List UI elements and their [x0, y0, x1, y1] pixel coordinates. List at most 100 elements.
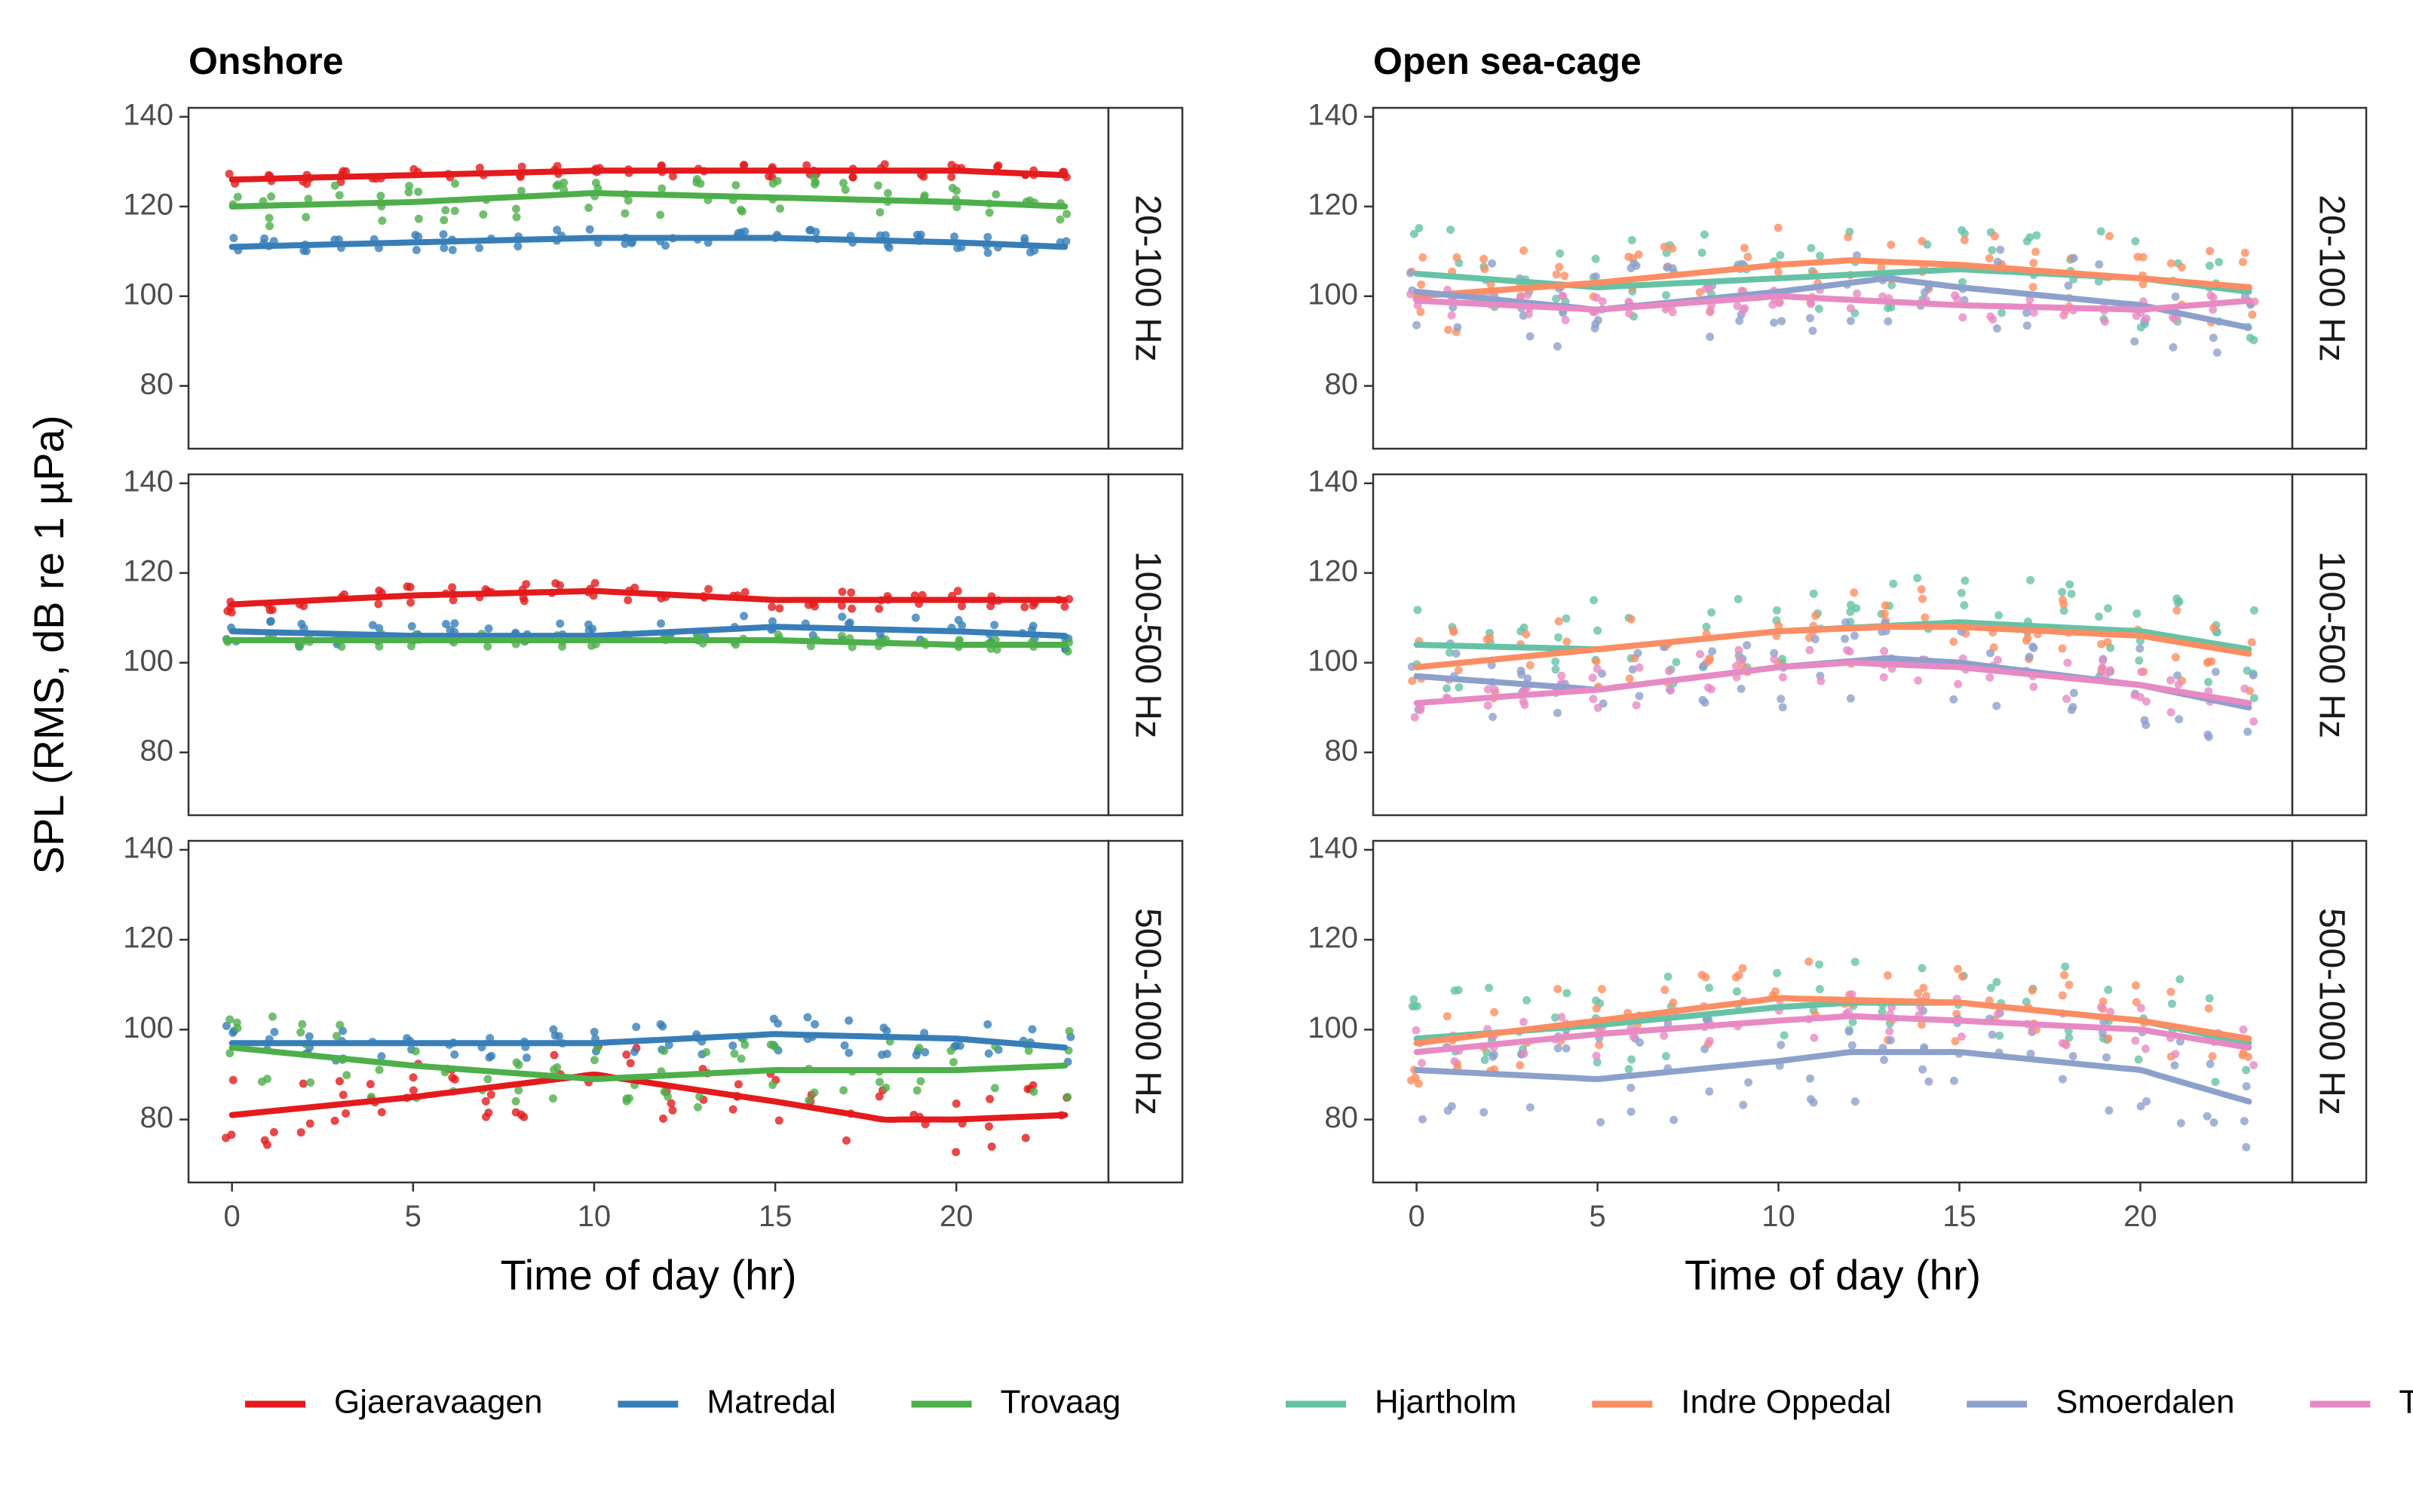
- data-point: [1705, 284, 1714, 293]
- facet-strip-label: 100-500 Hz: [2311, 551, 2351, 738]
- data-point: [730, 1049, 739, 1058]
- data-point: [1772, 606, 1781, 615]
- data-point: [1707, 608, 1716, 617]
- data-point: [232, 1018, 241, 1027]
- data-point: [375, 642, 384, 651]
- data-point: [450, 207, 459, 216]
- data-point: [1879, 1055, 1888, 1064]
- data-point: [2171, 1050, 2180, 1059]
- data-point: [838, 587, 847, 597]
- data-point: [591, 179, 600, 188]
- data-point: [374, 600, 383, 609]
- data-point: [1411, 1073, 1420, 1082]
- data-point: [2031, 247, 2040, 256]
- x-tick-label: 20: [940, 1200, 973, 1233]
- data-point: [837, 631, 846, 640]
- data-point: [1408, 1001, 1417, 1011]
- data-point: [1562, 637, 1571, 646]
- data-point: [848, 604, 857, 613]
- data-point: [299, 1079, 308, 1088]
- data-point: [1780, 1031, 1789, 1040]
- data-point: [2240, 248, 2249, 257]
- data-point: [1588, 673, 1597, 682]
- data-point: [451, 179, 460, 189]
- data-point: [1561, 315, 1570, 324]
- data-point: [667, 1099, 676, 1108]
- data-point: [1807, 244, 1816, 253]
- data-point: [1846, 607, 1855, 616]
- data-point: [377, 1052, 386, 1061]
- legend-label: Hjartholm: [1375, 1384, 1516, 1421]
- data-point: [1519, 1049, 1528, 1058]
- strip-box: [2291, 839, 2368, 1184]
- data-point: [296, 1028, 305, 1037]
- data-point: [1562, 614, 1571, 623]
- data-point: [656, 210, 665, 219]
- data-point: [953, 587, 962, 596]
- data-point: [1525, 332, 1535, 341]
- data-point: [1733, 302, 1742, 311]
- data-point: [2142, 314, 2151, 323]
- data-point: [1483, 685, 1492, 694]
- data-point: [1634, 250, 1643, 259]
- data-point: [1593, 664, 1602, 673]
- data-point: [632, 1023, 641, 1032]
- data-point: [1998, 308, 2007, 317]
- data-point: [229, 234, 238, 243]
- data-point: [1627, 1083, 1636, 1092]
- data-point: [1744, 1078, 1753, 1087]
- data-point: [660, 1046, 669, 1055]
- data-point: [1952, 294, 1961, 303]
- data-point: [2062, 695, 2071, 704]
- data-point: [912, 1086, 921, 1095]
- data-point: [2175, 975, 2185, 984]
- data-point: [1918, 964, 1927, 973]
- data-point: [811, 1020, 820, 1029]
- data-point: [879, 1023, 888, 1032]
- data-point: [1994, 611, 2004, 620]
- data-point: [1452, 253, 1461, 262]
- data-point: [728, 1041, 737, 1050]
- data-point: [1592, 996, 1601, 1005]
- data-point: [658, 184, 667, 193]
- data-point: [511, 204, 520, 213]
- data-point: [1992, 324, 2001, 333]
- data-point: [560, 178, 569, 187]
- smooth-line-tveit: [1413, 293, 2252, 313]
- data-point: [2029, 682, 2038, 692]
- data-point: [1635, 663, 1644, 672]
- data-point: [2136, 1004, 2145, 1013]
- data-point: [2139, 253, 2148, 262]
- data-point: [2102, 1053, 2111, 1062]
- data-point: [875, 1078, 885, 1087]
- data-point: [1669, 1115, 1679, 1124]
- data-point: [441, 206, 450, 215]
- data-point: [2139, 280, 2148, 289]
- smooth-line-indre-oppedal: [1413, 257, 2252, 299]
- data-point: [1480, 1056, 1489, 1065]
- data-point: [664, 1092, 673, 1101]
- data-point: [1700, 1044, 1709, 1053]
- data-point: [2028, 283, 2037, 292]
- data-point: [916, 1077, 925, 1086]
- data-point: [479, 210, 488, 219]
- data-point: [1850, 1097, 1860, 1106]
- smooth-line-smoerdalen: [1413, 1048, 2252, 1105]
- data-point: [1595, 1041, 1604, 1050]
- data-point: [1988, 315, 1998, 324]
- data-point: [1706, 333, 1715, 342]
- data-point: [2094, 612, 2103, 621]
- data-point: [483, 642, 492, 651]
- x-tick-label: 15: [759, 1200, 793, 1233]
- data-point: [2023, 633, 2032, 643]
- data-point: [837, 601, 846, 610]
- smooth-line-matredal: [228, 1031, 1069, 1051]
- y-tick-label: 140: [1308, 465, 1358, 498]
- data-point: [2022, 321, 2031, 330]
- data-point: [2096, 1003, 2105, 1012]
- data-point: [1446, 225, 1455, 235]
- data-point: [958, 621, 967, 630]
- data-point: [1486, 280, 1495, 289]
- data-point: [1523, 674, 1532, 683]
- data-point: [2134, 1055, 2143, 1064]
